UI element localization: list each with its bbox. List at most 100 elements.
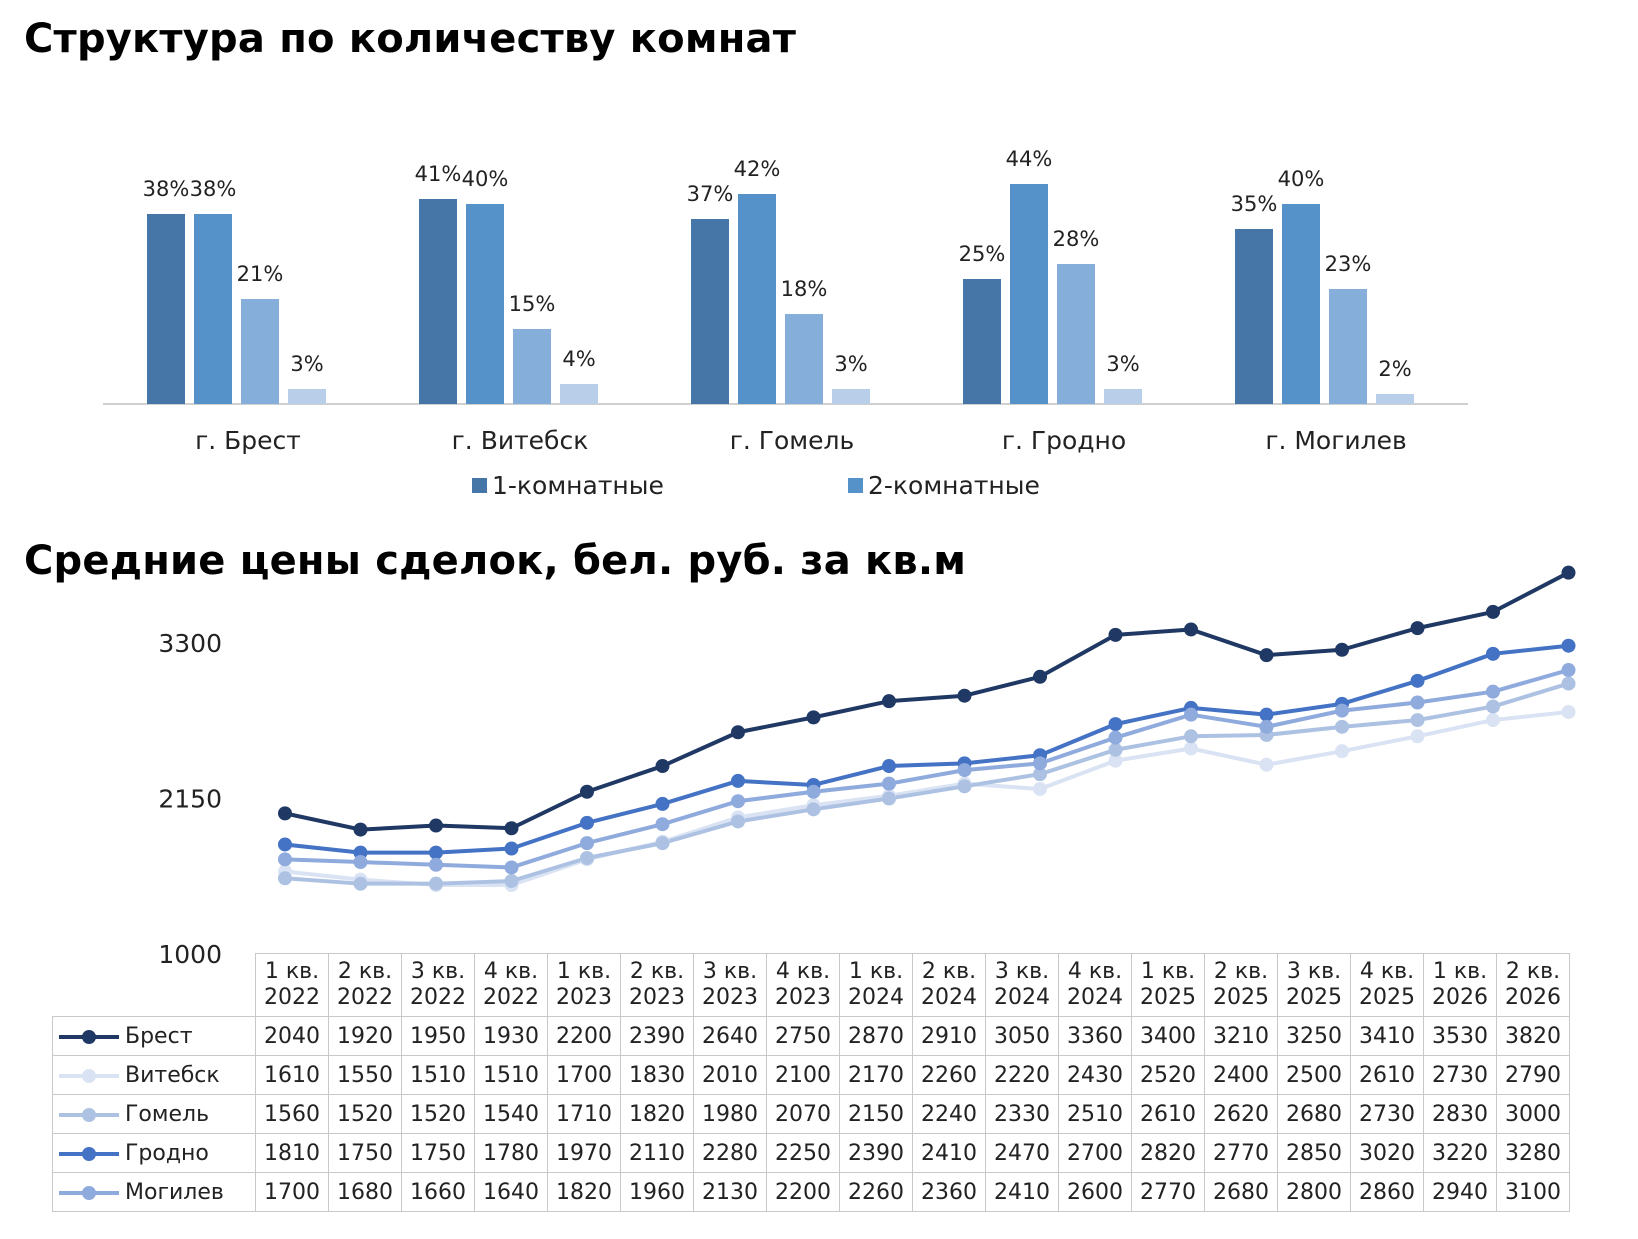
series-name: Могилев [125, 1179, 224, 1205]
bar-data-label: 35% [1231, 192, 1278, 216]
table-row: Могилев 1700 1680 1660 1640 1820 1960 2130 2200 2… [52, 1172, 1570, 1212]
table-cell: 3220 [1423, 1133, 1497, 1173]
table-cell: 2390 [839, 1133, 913, 1173]
table-cell: 2860 [1350, 1172, 1424, 1212]
x-tick-label: 3 кв. 2023 [693, 953, 767, 1017]
bar [419, 199, 457, 404]
table-row: Брест 2040 1920 1950 1930 2200 2390 2640 2750 287… [52, 1016, 1570, 1056]
data-point [882, 759, 896, 774]
bar-data-label: 3% [1106, 352, 1139, 376]
table-cell: 2360 [912, 1172, 986, 1212]
table-cell: 1520 [401, 1094, 475, 1134]
data-point [429, 818, 443, 833]
legend-swatch [848, 478, 863, 493]
bar [785, 314, 823, 404]
data-point [655, 836, 670, 851]
data-point [1184, 622, 1198, 637]
table-cell: 2830 [1423, 1094, 1497, 1134]
table-cell: 3050 [985, 1016, 1059, 1056]
table-cell: 1640 [474, 1172, 548, 1212]
table-cell: 1700 [255, 1172, 329, 1212]
table-cell: 2260 [912, 1055, 986, 1095]
data-point [1486, 684, 1500, 699]
data-point [806, 784, 821, 799]
table-cell: 2940 [1423, 1172, 1497, 1212]
data-point [1410, 729, 1425, 744]
data-point [429, 845, 443, 860]
data-point [353, 855, 368, 870]
data-point [504, 873, 519, 888]
data-point [1410, 695, 1425, 710]
data-point [1033, 669, 1047, 684]
legend-line-marker [59, 1146, 119, 1161]
data-point [1335, 642, 1349, 657]
bar-data-label: 40% [1278, 167, 1325, 191]
data-point [655, 759, 670, 774]
table-cell: 1750 [328, 1133, 402, 1173]
data-point [731, 794, 745, 809]
series-legend-cell: Витебск [52, 1055, 256, 1095]
table-cell: 3820 [1496, 1016, 1570, 1056]
bar [1376, 394, 1414, 404]
bar-category-label: г. Витебск [452, 426, 589, 455]
table-cell: 2510 [1058, 1094, 1132, 1134]
line-chart-title: Средние цены сделок, бел. руб. за кв.м [24, 538, 967, 584]
data-point [1335, 703, 1349, 718]
data-point [278, 871, 292, 886]
table-cell: 1520 [328, 1094, 402, 1134]
bar-data-label: 21% [237, 262, 284, 286]
bar [1329, 289, 1367, 404]
bar-data-label: 44% [1006, 147, 1053, 171]
bar [832, 389, 870, 404]
x-tick-label: 4 кв. 2022 [474, 953, 548, 1017]
x-tick-label: 4 кв. 2024 [1058, 953, 1132, 1017]
line-chart-data-table: 1 кв. 2022 2 кв. 2022 3 кв. 2022 4 кв. 2022 1 кв… [52, 953, 1570, 1212]
bar-data-label: 23% [1325, 252, 1372, 276]
data-point [1108, 627, 1123, 642]
data-point [1108, 742, 1123, 757]
table-cell: 2620 [1204, 1094, 1278, 1134]
table-cell: 2280 [693, 1133, 767, 1173]
table-cell: 2610 [1131, 1094, 1205, 1134]
table-cell: 2850 [1277, 1133, 1351, 1173]
series-line [284, 643, 1569, 855]
data-point [957, 688, 972, 703]
bar-data-label: 15% [509, 292, 556, 316]
data-point [731, 725, 745, 740]
data-point [1184, 741, 1198, 756]
table-row: Гомель 1560 1520 1520 1540 1710 1820 1980 2070 21… [52, 1094, 1570, 1134]
bar-data-label: 37% [687, 182, 734, 206]
x-tick-label: 2 кв. 2022 [328, 953, 402, 1017]
data-point [882, 791, 896, 806]
bar-data-label: 3% [290, 352, 323, 376]
bar-data-label: 28% [1053, 227, 1100, 251]
table-cell: 1960 [620, 1172, 694, 1212]
y-tick-label: 2150 [158, 785, 222, 814]
bar [513, 329, 551, 404]
data-point [957, 763, 972, 778]
table-cell: 1610 [255, 1055, 329, 1095]
table-cell: 2500 [1277, 1055, 1351, 1095]
table-cell: 3280 [1496, 1133, 1570, 1173]
table-cell: 2100 [766, 1055, 840, 1095]
x-tick-label: 1 кв. 2022 [255, 953, 329, 1017]
table-cell: 1930 [474, 1016, 548, 1056]
table-cell: 2640 [693, 1016, 767, 1056]
data-point [1486, 604, 1500, 619]
table-cell: 1660 [401, 1172, 475, 1212]
table-cell: 2410 [912, 1133, 986, 1173]
legend-label: 1-комнатные [492, 471, 664, 500]
table-cell: 2520 [1131, 1055, 1205, 1095]
data-point [580, 850, 594, 865]
table-cell: 1680 [328, 1172, 402, 1212]
legend-line-marker [59, 1029, 119, 1044]
data-point [1561, 704, 1576, 719]
data-point [580, 836, 594, 851]
table-cell: 2260 [839, 1172, 913, 1212]
bar [963, 279, 1001, 404]
table-header-row: 1 кв. 2022 2 кв. 2022 3 кв. 2022 4 кв. 2022 1 кв… [52, 953, 1570, 1017]
table-cell: 2820 [1131, 1133, 1205, 1173]
data-point [806, 710, 821, 725]
table-cell: 3530 [1423, 1016, 1497, 1056]
table-cell: 2910 [912, 1016, 986, 1056]
